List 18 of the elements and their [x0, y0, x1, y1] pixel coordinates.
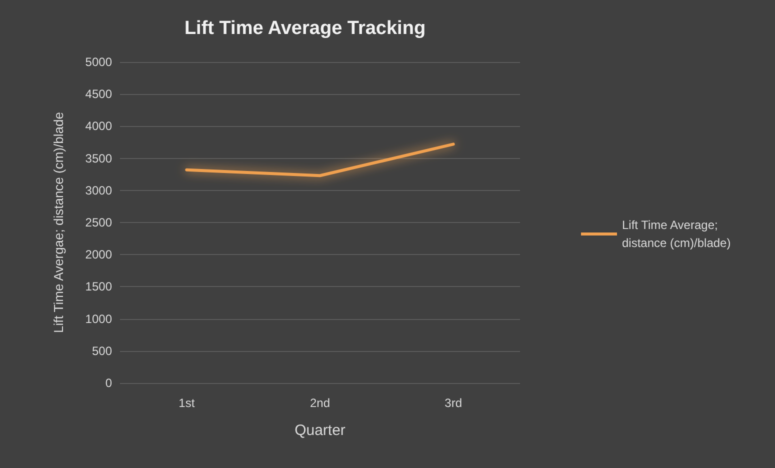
- x-axis-title: Quarter: [294, 422, 346, 439]
- y-tick-label: 1500: [85, 280, 112, 294]
- y-tick-label: 4000: [85, 119, 112, 134]
- y-tick-label: 3000: [85, 183, 112, 198]
- y-tick-label: 4500: [85, 87, 112, 102]
- y-tick-label: 5000: [85, 55, 112, 69]
- chart-title: Lift Time Average Tracking: [184, 18, 426, 39]
- y-tick-label: 1000: [85, 312, 112, 326]
- y-axis-title: Lift Time Avergae; distance (cm)/blade: [51, 112, 66, 333]
- y-tick-label: 500: [92, 344, 112, 358]
- x-tick-label: 1st: [178, 396, 196, 410]
- y-tick-label: 2000: [85, 248, 112, 262]
- y-tick-label: 0: [105, 376, 112, 390]
- y-tick-label: 2500: [85, 216, 112, 230]
- x-tick-label: 2nd: [310, 396, 330, 410]
- legend-label: Lift Time Average; distance (cm)/blade): [622, 218, 731, 250]
- x-tick-label: 3rd: [444, 396, 462, 410]
- y-tick-label: 3500: [85, 151, 112, 166]
